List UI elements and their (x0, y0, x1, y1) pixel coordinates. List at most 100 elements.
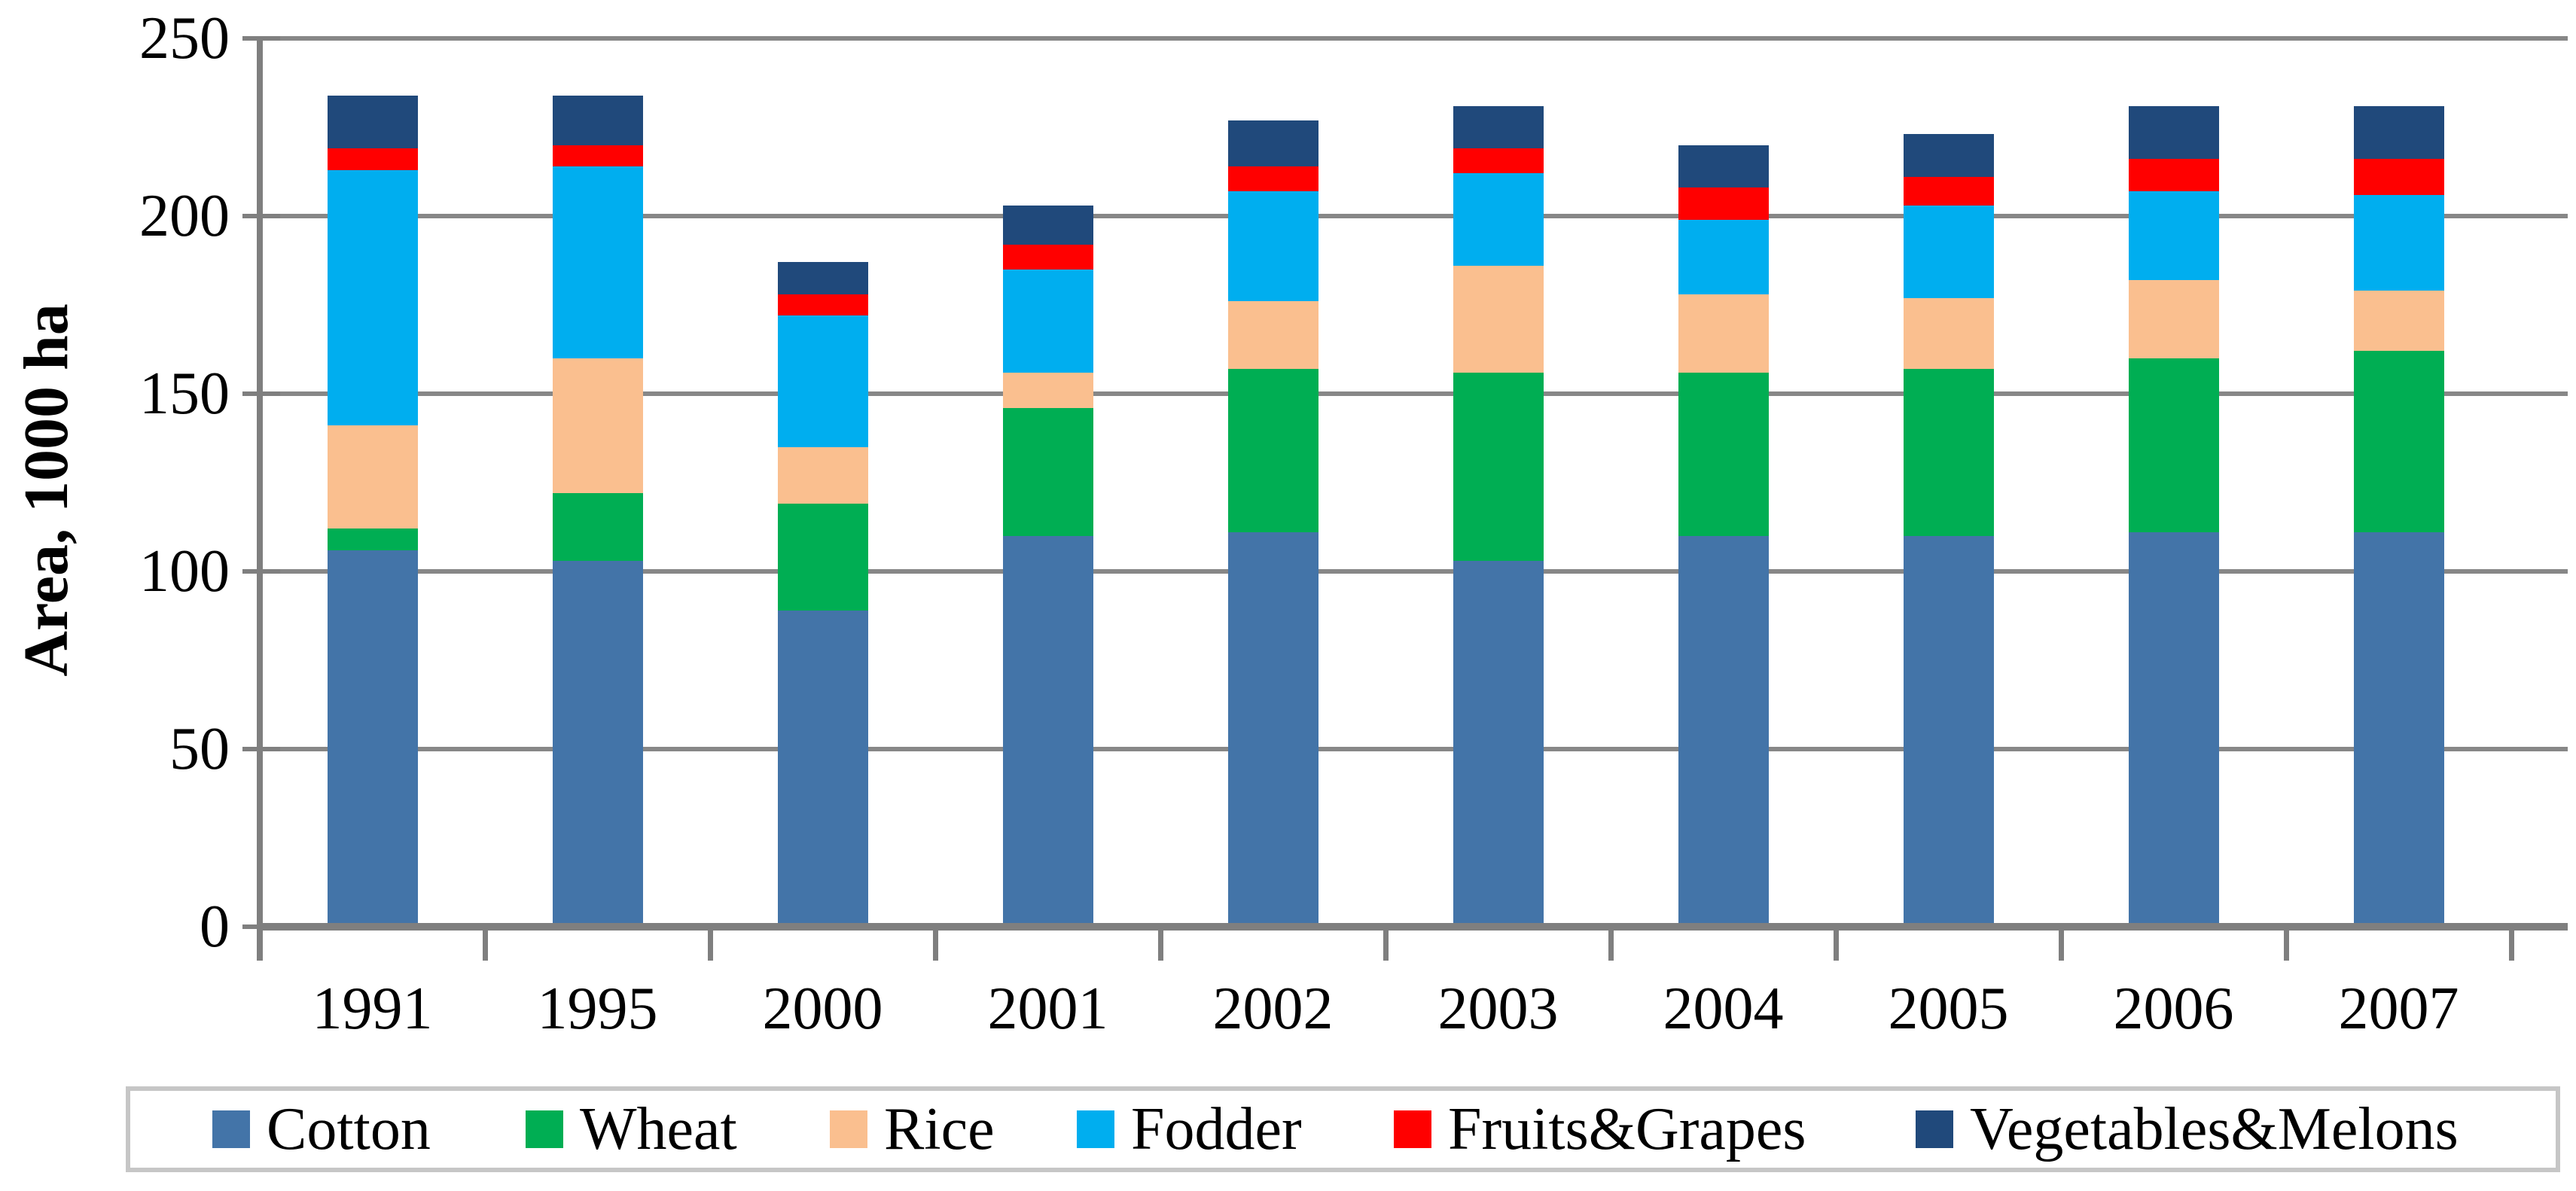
legend-swatch-fruits-grapes-icon (1394, 1110, 1431, 1148)
bar-segment-rice-2000 (777, 446, 868, 504)
x-tick-label-1995: 1995 (537, 976, 658, 1042)
bar-segment-rice-2002 (1227, 301, 1318, 369)
bar-segment-fodder-2000 (777, 315, 868, 447)
x-tick-mark-7 (1834, 927, 1839, 961)
bar-segment-cotton-2005 (1903, 535, 1994, 927)
gridline-150 (260, 391, 2568, 396)
bar-segment-fruits-grapes-2004 (1678, 187, 1769, 220)
gridline-50 (260, 747, 2568, 751)
bar-segment-wheat-2001 (1002, 407, 1093, 536)
bar-segment-rice-1991 (327, 425, 418, 529)
x-tick-mark-9 (2284, 927, 2289, 961)
y-tick-label-50: 50 (169, 716, 230, 782)
x-tick-label-2002: 2002 (1212, 976, 1334, 1042)
bar-segment-wheat-1991 (327, 528, 418, 550)
legend-item-rice: Rice (830, 1095, 995, 1163)
legend-item-fruits-grapes: Fruits&Grapes (1394, 1095, 1806, 1163)
x-tick-label-2003: 2003 (1437, 976, 1559, 1042)
bar-segment-vegetables-melons-1995 (552, 95, 643, 145)
x-tick-label-2006: 2006 (2113, 976, 2234, 1042)
bar-segment-wheat-2000 (777, 504, 868, 611)
bar-segment-fruits-grapes-2005 (1903, 177, 1994, 206)
bar-segment-rice-1995 (552, 358, 643, 494)
bar-segment-fodder-1995 (552, 166, 643, 358)
bar-segment-cotton-2006 (2128, 532, 2219, 927)
legend-label-wheat: Wheat (580, 1096, 737, 1162)
gridline-100 (260, 569, 2568, 574)
y-tick-label-150: 150 (139, 361, 230, 427)
gridline-250 (260, 36, 2568, 41)
bar-segment-fruits-grapes-1991 (327, 148, 418, 170)
bar-segment-cotton-2000 (777, 610, 868, 927)
bar-segment-vegetables-melons-2001 (1002, 205, 1093, 245)
bar-segment-rice-2001 (1002, 372, 1093, 408)
legend-swatch-cotton-icon (212, 1110, 250, 1148)
x-tick-label-1991: 1991 (312, 976, 433, 1042)
legend-label-vegetables-melons: Vegetables&Melons (1970, 1096, 2459, 1162)
bar-segment-vegetables-melons-2000 (777, 262, 868, 294)
bar-segment-fodder-2007 (2353, 194, 2444, 291)
x-tick-mark-2 (708, 927, 713, 961)
bar-segment-cotton-2002 (1227, 532, 1318, 927)
legend-swatch-vegetables-melons-icon (1916, 1110, 1953, 1148)
bar-segment-vegetables-melons-2007 (2353, 105, 2444, 160)
y-tick-label-250: 250 (139, 5, 230, 72)
bar-segment-wheat-2004 (1678, 372, 1769, 536)
bar-segment-fodder-2001 (1002, 269, 1093, 373)
bar-segment-fodder-1991 (327, 169, 418, 426)
bar-segment-fodder-2003 (1453, 173, 1544, 267)
x-tick-mark-3 (933, 927, 938, 961)
bar-segment-wheat-2007 (2353, 351, 2444, 533)
bar-segment-vegetables-melons-2005 (1903, 134, 1994, 178)
legend-label-rice: Rice (884, 1096, 995, 1162)
bar-segment-cotton-1991 (327, 550, 418, 927)
bar-segment-fodder-2005 (1903, 205, 1994, 298)
bar-segment-cotton-1995 (552, 560, 643, 927)
x-tick-label-2005: 2005 (1888, 976, 2009, 1042)
legend-item-vegetables-melons: Vegetables&Melons (1916, 1095, 2459, 1163)
legend-item-fodder: Fodder (1077, 1095, 1302, 1163)
x-tick-mark-1 (483, 927, 488, 961)
x-tick-mark-6 (1608, 927, 1614, 961)
legend-label-cotton: Cotton (267, 1096, 431, 1162)
bar-segment-wheat-2003 (1453, 372, 1544, 561)
bar-segment-rice-2007 (2353, 291, 2444, 352)
bar-segment-fruits-grapes-2006 (2128, 159, 2219, 191)
bar-segment-rice-2006 (2128, 279, 2219, 358)
x-tick-mark-5 (1383, 927, 1389, 961)
bar-segment-fruits-grapes-2007 (2353, 159, 2444, 195)
bar-segment-cotton-2001 (1002, 535, 1093, 927)
y-tick-label-0: 0 (200, 894, 230, 960)
x-tick-label-2001: 2001 (987, 976, 1108, 1042)
bar-segment-fruits-grapes-2003 (1453, 148, 1544, 174)
bar-segment-fruits-grapes-1995 (552, 145, 643, 166)
bar-segment-cotton-2004 (1678, 535, 1769, 927)
legend-label-fodder: Fodder (1131, 1096, 1302, 1162)
bar-segment-wheat-2006 (2128, 358, 2219, 533)
bar-segment-vegetables-melons-2003 (1453, 105, 1544, 149)
bar-segment-fodder-2002 (1227, 190, 1318, 302)
y-axis-title: Area, 1000 ha (11, 303, 81, 677)
bar-segment-fruits-grapes-2002 (1227, 166, 1318, 191)
bar-segment-fruits-grapes-2001 (1002, 244, 1093, 270)
legend-item-wheat: Wheat (526, 1095, 737, 1163)
bar-segment-fodder-2004 (1678, 219, 1769, 294)
bar-segment-cotton-2007 (2353, 532, 2444, 927)
legend-swatch-rice-icon (830, 1110, 867, 1148)
x-tick-mark-4 (1158, 927, 1163, 961)
x-tick-mark-8 (2059, 927, 2064, 961)
legend-swatch-fodder-icon (1077, 1110, 1114, 1148)
bar-segment-fodder-2006 (2128, 190, 2219, 280)
bar-segment-wheat-1995 (552, 493, 643, 561)
y-axis-line (257, 38, 263, 961)
x-tick-mark-10 (2509, 927, 2514, 961)
bar-segment-wheat-2002 (1227, 368, 1318, 533)
x-tick-label-2004: 2004 (1663, 976, 1784, 1042)
legend-item-cotton: Cotton (212, 1095, 431, 1163)
bar-segment-rice-2005 (1903, 297, 1994, 369)
x-tick-label-2000: 2000 (762, 976, 883, 1042)
x-axis-line (260, 923, 2568, 931)
bar-segment-rice-2004 (1678, 294, 1769, 373)
legend: Cotton Wheat Rice Fodder Fruits&Grapes Vegeta… (126, 1086, 2560, 1172)
